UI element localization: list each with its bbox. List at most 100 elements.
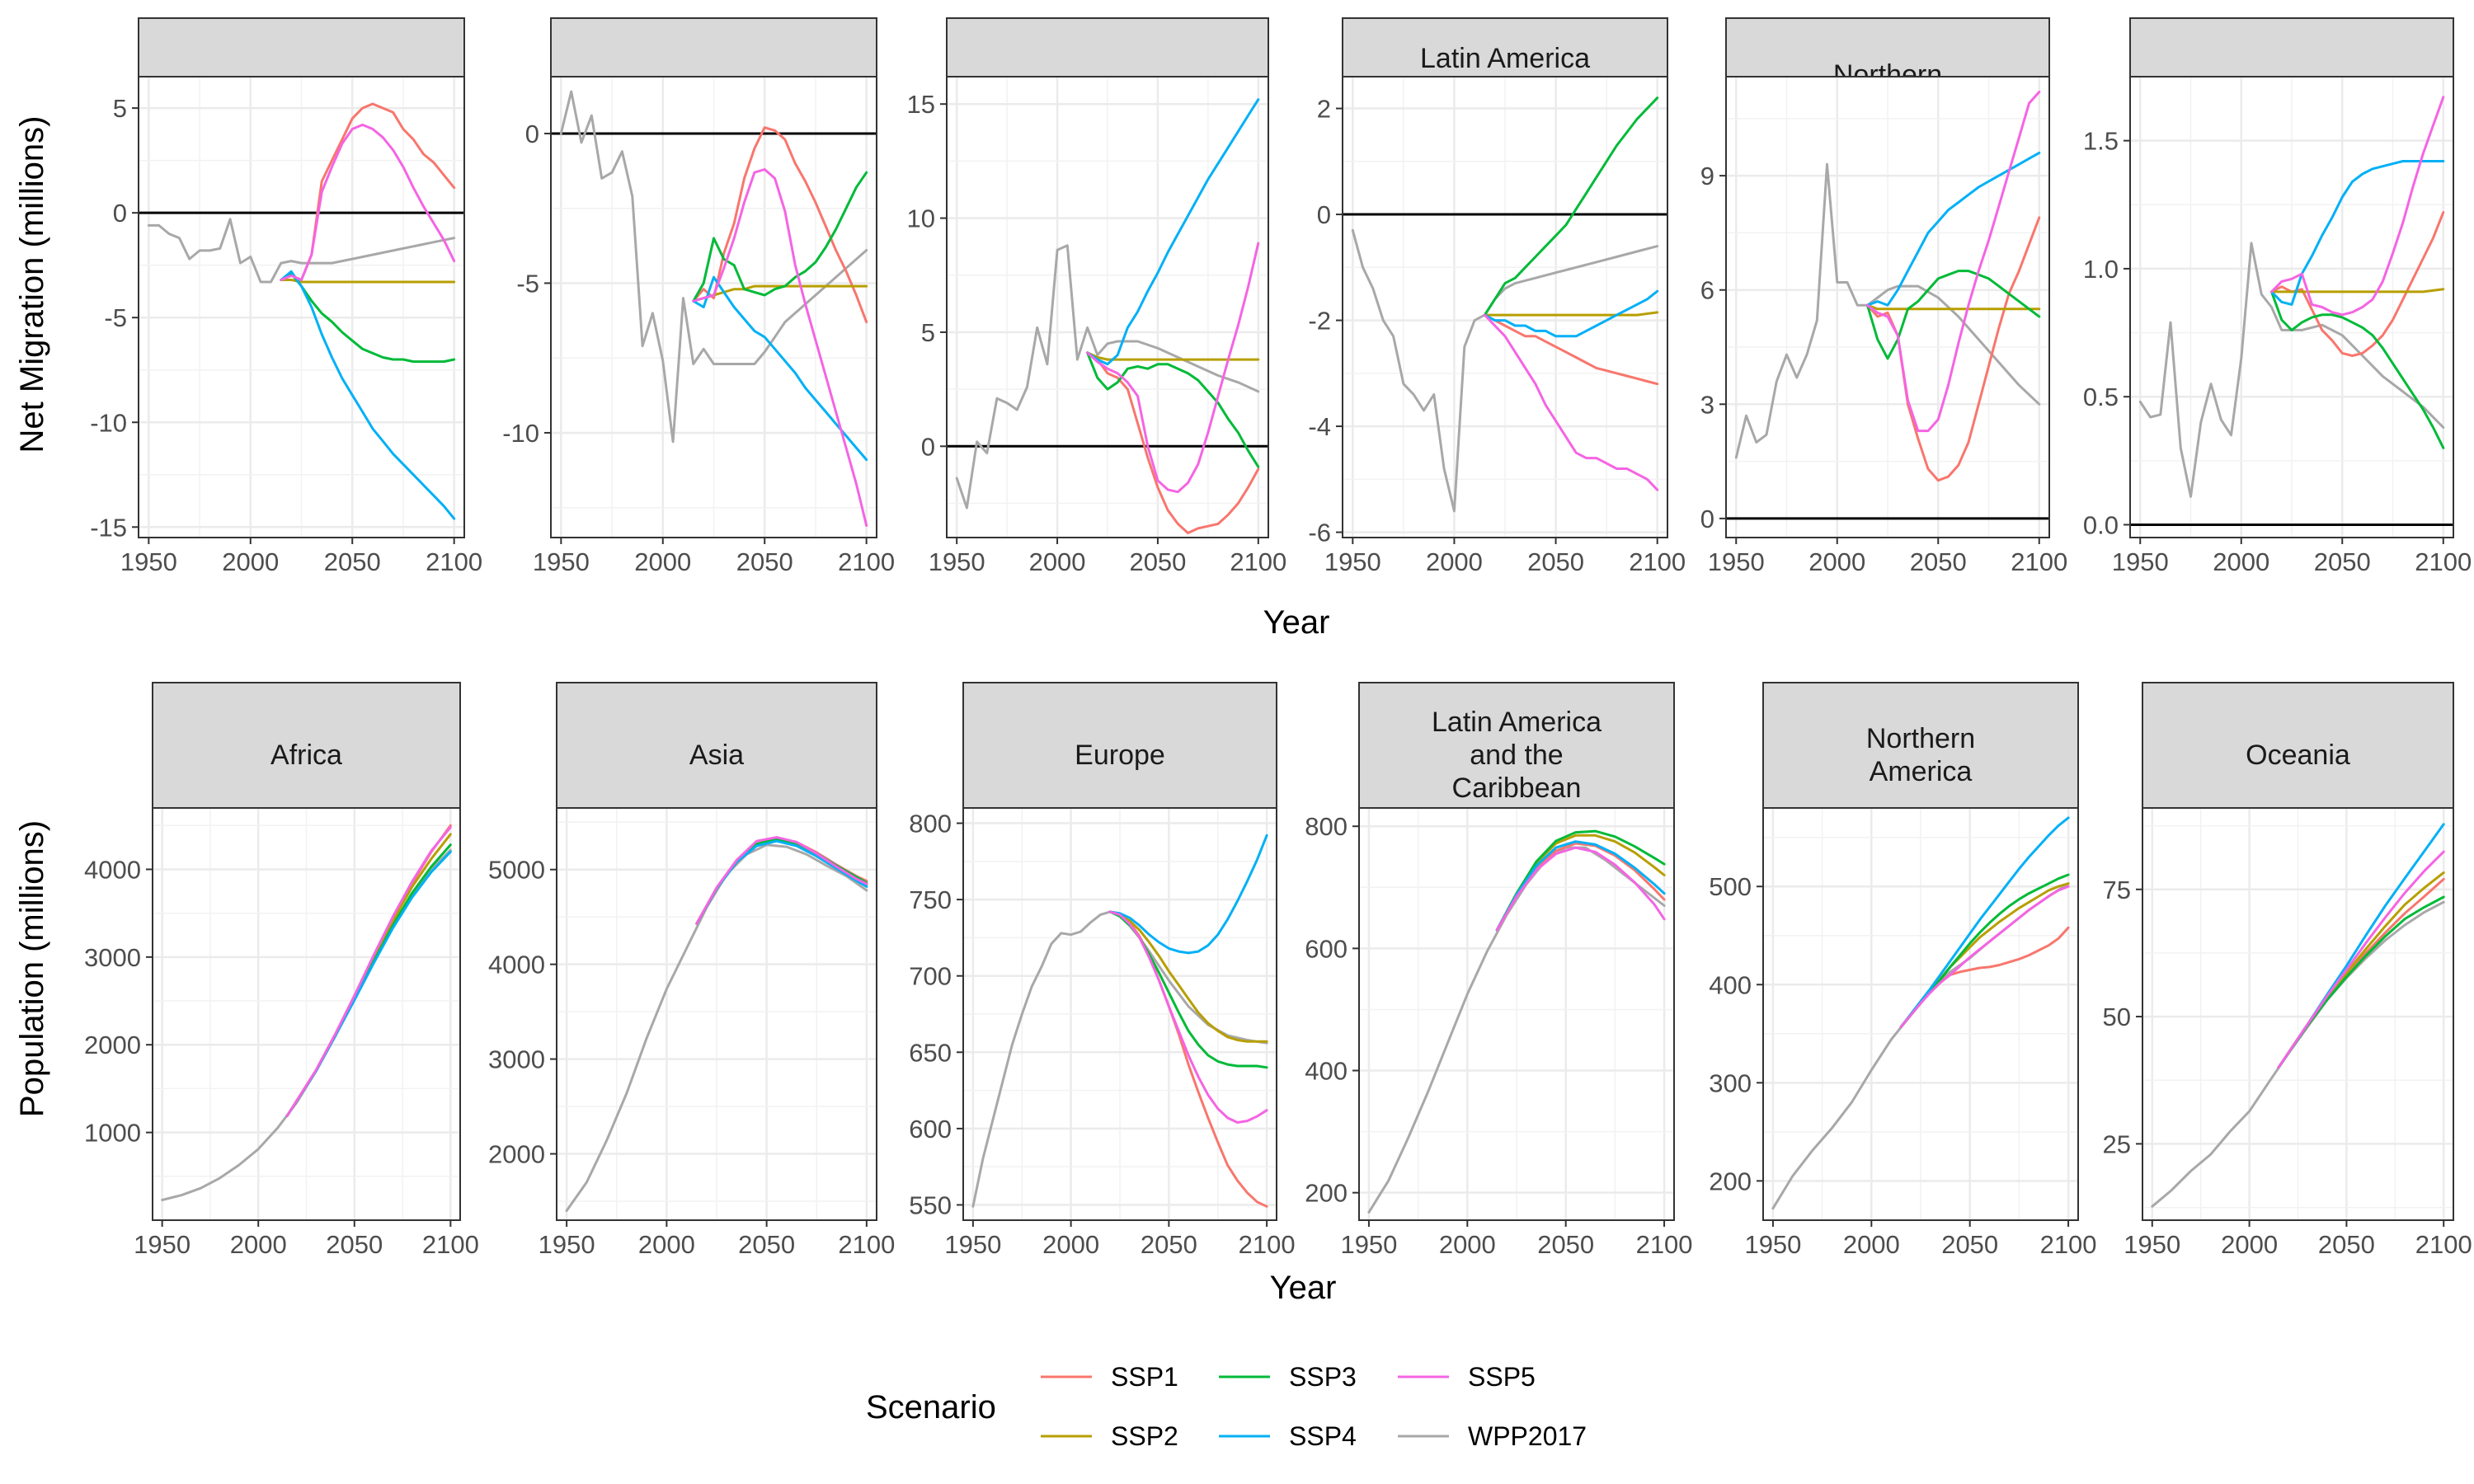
series-line-ssp3 (1483, 96, 1659, 317)
y-tick-label: 5 (921, 318, 935, 347)
x-tick-label: 2000 (1808, 547, 1865, 576)
x-tick-label: 2050 (1537, 1230, 1594, 1259)
y-tick-label: 3000 (84, 943, 141, 972)
series-line-wpp2017 (971, 910, 1268, 1208)
series-line-wpp2017 (2138, 242, 2445, 498)
y-tick-label: -5 (104, 303, 127, 332)
x-tick-label: 2100 (1230, 547, 1286, 576)
legend-label: WPP2017 (1468, 1421, 1587, 1451)
gridlines (947, 77, 1268, 538)
facet-title-line: Northern (1866, 723, 1975, 754)
x-tick-label: 2100 (1629, 547, 1686, 576)
y-tick-label: -6 (1308, 519, 1331, 547)
x-tick-label: 1950 (1340, 1230, 1397, 1259)
y-tick-label: 800 (1305, 812, 1348, 841)
y-tick-label: 650 (909, 1038, 952, 1067)
x-tick-label: 2050 (1941, 1230, 1998, 1259)
x-tick-label: 1950 (1708, 547, 1765, 576)
facet-strip (152, 682, 461, 809)
facet-strip (1342, 17, 1668, 77)
x-tick-label: 2000 (1843, 1230, 1900, 1259)
panel-8: Asia 5000 4000 3000 2000 1950 2000 2050 2100 (488, 682, 895, 1259)
x-tick-label: 2050 (736, 547, 793, 576)
gridlines (153, 808, 460, 1220)
y-tick-label: 15 (907, 90, 935, 119)
legend-label: SSP1 (1111, 1362, 1178, 1392)
y-tick-label: -10 (90, 408, 127, 437)
series-line-ssp4 (1086, 98, 1260, 366)
gridlines (1343, 77, 1667, 538)
series-line-ssp5 (1866, 91, 2041, 433)
y-tick-label: 0 (525, 120, 539, 148)
legend-title: Scenario (866, 1389, 996, 1425)
y-tick-label: -5 (516, 269, 539, 298)
panel-border (1725, 76, 2050, 538)
panel-border (138, 76, 465, 538)
legend-item-ssp1: SSP1 (1041, 1362, 1178, 1392)
series-line-ssp1 (692, 126, 868, 324)
y-tick-label: 1.5 (2083, 127, 2119, 156)
panel-border (556, 807, 877, 1221)
legend-label: SSP4 (1289, 1421, 1357, 1451)
y-tick-label: 3 (1700, 390, 1714, 419)
facet-strip (138, 17, 465, 77)
panel-border (2142, 807, 2454, 1221)
x-tick-label: 2100 (426, 547, 482, 576)
y-tick-label: 0.0 (2083, 510, 2119, 539)
series-line-ssp5 (2270, 96, 2445, 317)
y-tick-label: 3000 (488, 1045, 545, 1074)
facet-strip (2129, 17, 2454, 77)
y-tick-label: 500 (1709, 872, 1752, 901)
series-line-ssp4 (1899, 816, 2070, 1028)
y-tick-label: 300 (1709, 1068, 1752, 1097)
panel-5: NorthernAmerica96301950200020502100 (1700, 17, 2067, 576)
facet-title-line: Europe (1075, 740, 1165, 771)
x-tick-label: 2050 (2314, 547, 2371, 576)
panel-12: Oceania 75 50 25 1950 2000 2050 2100 (2103, 682, 2472, 1259)
y-tick-label: 6 (1700, 276, 1714, 305)
legend-label: SSP3 (1289, 1362, 1357, 1392)
series-line-ssp3 (2270, 290, 2445, 449)
y-tick-label: 2 (1317, 95, 1331, 124)
y-tick-label: 700 (909, 962, 952, 991)
x-tick-label: 2050 (1129, 547, 1186, 576)
panel-border (1342, 76, 1668, 538)
x-tick-label: 2100 (838, 1230, 895, 1259)
series-line-ssp1 (1086, 351, 1260, 534)
x-tick-label: 1950 (944, 1230, 1001, 1259)
y-tick-label: 0.5 (2083, 383, 2119, 411)
facet-title-line: Latin America (1420, 43, 1590, 74)
y-tick-label: 5000 (488, 856, 545, 885)
x-tick-label: 2100 (1636, 1230, 1693, 1259)
top-row-y-axis-title: Net Migration (millions) (14, 116, 50, 453)
gridlines (1359, 808, 1674, 1220)
y-tick-label: 0 (1317, 200, 1331, 229)
series-line-ssp1 (2270, 211, 2445, 357)
facet-title-line: Asia (689, 740, 744, 771)
row-axis-titles: Net Migration (millions) Year Population… (14, 116, 1336, 1306)
gridlines (2142, 808, 2453, 1220)
series-line-ssp4 (692, 275, 868, 462)
y-tick-label: 550 (909, 1190, 952, 1219)
series-line-ssp4 (2270, 160, 2445, 306)
series-line-ssp1 (1483, 313, 1659, 386)
series-line-ssp3 (1866, 270, 2041, 360)
y-tick-label: 75 (2103, 876, 2131, 904)
x-tick-label: 1950 (1324, 547, 1381, 576)
x-tick-label: 2100 (1239, 1230, 1296, 1259)
x-tick-label: 2000 (2213, 547, 2269, 576)
x-tick-label: 2050 (1910, 547, 1967, 576)
panel-9: Europe 800 750 700 650 600 550 1950 2000 2050 2100 (909, 682, 1296, 1259)
y-tick-label: 0 (1700, 505, 1714, 533)
facet-title-line: America (1870, 756, 1973, 787)
panel-border (1358, 807, 1675, 1221)
panel-7: Africa 4000 3000 2000 1000 1950 2000 2050 2100 (84, 682, 479, 1259)
gridlines (963, 808, 1277, 1220)
x-tick-label: 2000 (638, 1230, 695, 1259)
y-tick-label: 25 (2103, 1129, 2131, 1158)
x-tick-label: 1950 (2124, 1230, 2180, 1259)
x-tick-label: 2100 (2415, 547, 2472, 576)
series-line-ssp2 (1483, 311, 1659, 317)
